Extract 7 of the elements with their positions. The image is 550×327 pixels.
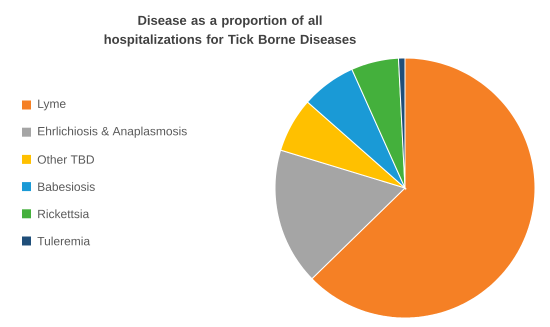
legend-label: Lyme	[38, 100, 66, 110]
legend-label: Tuleremia	[37, 236, 90, 246]
chart-title: Disease as a proportion of all hospitalizations for Tick Borne Diseases	[104, 15, 356, 47]
legend-label: Rickettsia	[38, 209, 90, 218]
legend-label: Other TBD	[38, 154, 94, 164]
legend-label: Babesiosis	[38, 182, 95, 191]
legend-label: Ehrlichiosis & Anaplasmosis	[38, 126, 187, 138]
